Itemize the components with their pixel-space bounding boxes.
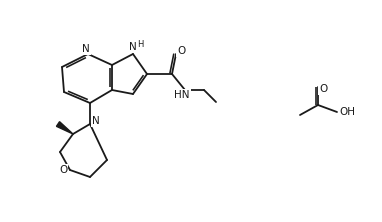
Text: HN: HN [174,90,190,100]
Text: N: N [92,116,100,126]
Polygon shape [57,122,73,134]
Text: O: O [177,46,185,56]
Text: N: N [82,44,90,54]
Text: O: O [59,165,67,175]
Text: H: H [137,40,143,48]
Text: N: N [129,42,137,52]
Text: O: O [319,84,327,94]
Text: OH: OH [339,107,355,117]
